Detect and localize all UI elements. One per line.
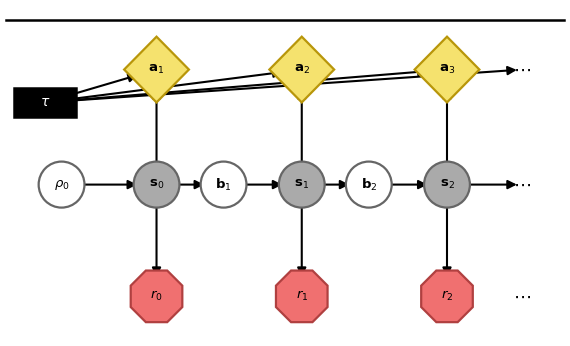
Ellipse shape — [133, 162, 180, 208]
Text: $r_1$: $r_1$ — [295, 289, 308, 303]
Text: $r_2$: $r_2$ — [441, 289, 453, 303]
Polygon shape — [421, 271, 473, 322]
Ellipse shape — [346, 162, 392, 208]
Text: $\mathbf{a}_3$: $\mathbf{a}_3$ — [439, 63, 455, 76]
Text: $\mathbf{b}_2$: $\mathbf{b}_2$ — [361, 176, 377, 193]
Text: $\mathbf{a}_1$: $\mathbf{a}_1$ — [149, 63, 165, 76]
Polygon shape — [270, 37, 334, 102]
Text: $\mathbf{s}_2$: $\mathbf{s}_2$ — [439, 178, 454, 191]
Ellipse shape — [39, 162, 84, 208]
Text: $\mathbf{s}_1$: $\mathbf{s}_1$ — [294, 178, 310, 191]
Polygon shape — [276, 271, 328, 322]
Ellipse shape — [201, 162, 246, 208]
Polygon shape — [131, 271, 182, 322]
Text: $\cdots$: $\cdots$ — [514, 175, 531, 194]
Text: $\cdots$: $\cdots$ — [514, 61, 531, 79]
Text: $r_0$: $r_0$ — [150, 289, 163, 303]
Ellipse shape — [424, 162, 470, 208]
Text: $\rho_0$: $\rho_0$ — [54, 177, 70, 192]
Ellipse shape — [279, 162, 325, 208]
Text: $\mathbf{b}_1$: $\mathbf{b}_1$ — [215, 176, 232, 193]
Polygon shape — [124, 37, 189, 102]
Text: $\tau$: $\tau$ — [39, 95, 50, 109]
Text: $\mathbf{a}_2$: $\mathbf{a}_2$ — [294, 63, 310, 76]
Text: $\mathbf{s}_0$: $\mathbf{s}_0$ — [149, 178, 164, 191]
Text: $\cdots$: $\cdots$ — [514, 287, 531, 306]
Polygon shape — [414, 37, 479, 102]
FancyBboxPatch shape — [14, 88, 75, 117]
